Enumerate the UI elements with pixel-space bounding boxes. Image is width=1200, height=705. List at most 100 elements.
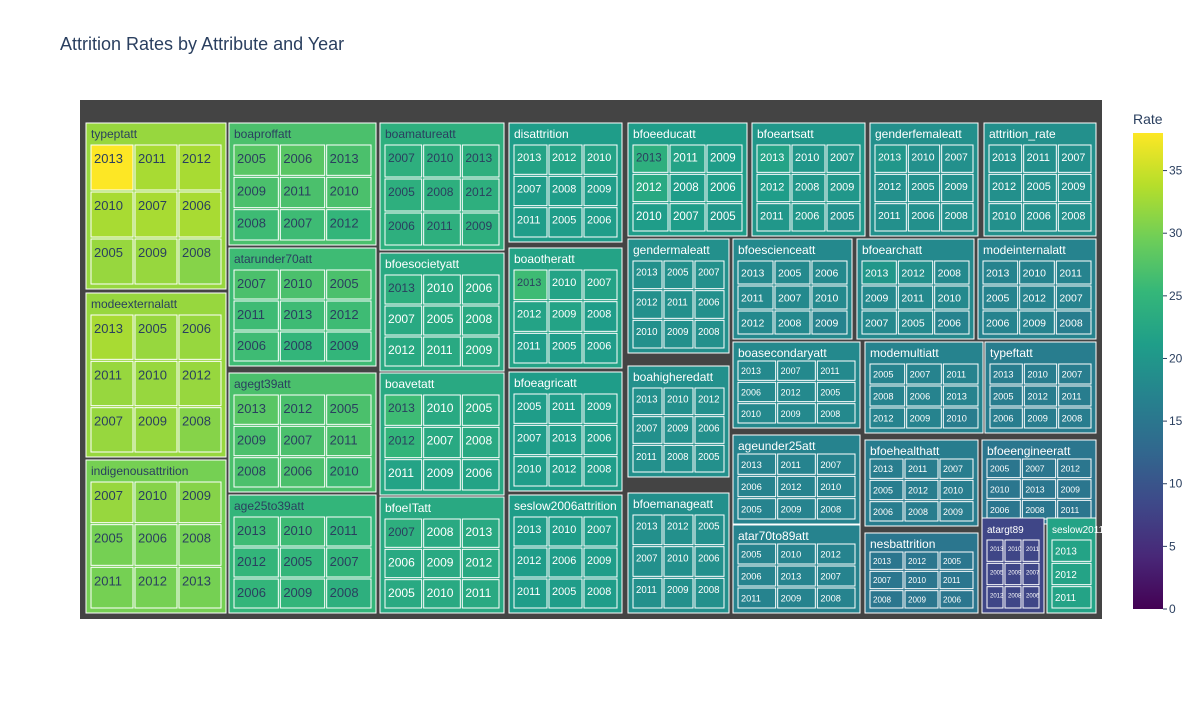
treemap-cell[interactable]	[694, 260, 725, 290]
treemap-cell[interactable]	[1058, 363, 1092, 385]
treemap-cell[interactable]	[233, 457, 279, 488]
treemap-group-boavetatt[interactable]: boavetatt 2013 2010 2005 2012 2007 2008 2011 200…	[379, 372, 505, 496]
treemap-group-bfoeartsatt[interactable]: bfoeartsatt 2013 2010 2007 2012 2008 2009 2011 2…	[751, 122, 866, 237]
treemap-cell[interactable]	[774, 310, 811, 335]
treemap-cell[interactable]	[756, 203, 791, 232]
treemap-cell[interactable]	[934, 285, 970, 310]
treemap-cell[interactable]	[583, 456, 618, 487]
treemap-cell[interactable]	[513, 207, 548, 238]
treemap-cell[interactable]	[777, 587, 816, 609]
treemap-cell[interactable]	[694, 387, 725, 416]
treemap-cell[interactable]	[279, 547, 326, 578]
treemap-group-atarunder70att[interactable]: atarunder70att 2007 2010 2005 2011 2013 2012 20…	[228, 247, 377, 367]
treemap-group-typeftatt[interactable]: typeftatt 2013 2010 2007 2005 2012 2011 2006 200…	[984, 341, 1097, 434]
treemap-cell[interactable]	[816, 587, 856, 609]
treemap-cell[interactable]	[737, 498, 777, 520]
treemap-cell[interactable]	[737, 310, 774, 335]
treemap-cell[interactable]	[583, 269, 618, 301]
treemap-group-genderfemaleatt[interactable]: genderfemaleatt 2013 2010 2007 2012 2005 2009 2…	[869, 122, 979, 237]
treemap-cell[interactable]	[279, 578, 326, 609]
treemap-cell[interactable]	[279, 331, 326, 362]
treemap-cell[interactable]	[548, 393, 583, 424]
treemap-cell[interactable]	[1004, 539, 1022, 562]
treemap-cell[interactable]	[326, 144, 372, 176]
treemap-cell[interactable]	[461, 212, 500, 246]
treemap-cell[interactable]	[134, 238, 178, 285]
treemap-cell[interactable]	[1023, 363, 1058, 385]
treemap-group-boahigheredatt[interactable]: boahigheredatt 2013 2010 2012 2007 2009 2006 20…	[627, 365, 730, 478]
treemap-cell[interactable]	[737, 360, 777, 381]
treemap-cell[interactable]	[986, 586, 1004, 609]
treemap-cell[interactable]	[1023, 385, 1058, 407]
treemap-cell[interactable]	[423, 518, 461, 548]
treemap-cell[interactable]	[134, 407, 178, 453]
treemap-cell[interactable]	[737, 565, 777, 587]
treemap-cell[interactable]	[694, 290, 725, 319]
treemap-cell[interactable]	[906, 363, 942, 385]
treemap-cell[interactable]	[583, 301, 618, 332]
treemap-cell[interactable]	[90, 144, 134, 191]
treemap-cell[interactable]	[134, 144, 178, 191]
treemap-cell[interactable]	[939, 551, 974, 570]
treemap-cell[interactable]	[906, 385, 942, 407]
treemap-cell[interactable]	[756, 144, 791, 173]
treemap-cell[interactable]	[423, 274, 461, 305]
treemap-cell[interactable]	[461, 274, 500, 305]
treemap-cell[interactable]	[326, 209, 372, 241]
treemap-cell[interactable]	[904, 458, 939, 479]
treemap-cell[interactable]	[90, 566, 134, 609]
treemap-cell[interactable]	[279, 425, 326, 457]
treemap-cell[interactable]	[279, 516, 326, 547]
treemap-cell[interactable]	[632, 577, 663, 609]
treemap-cell[interactable]	[461, 144, 500, 178]
treemap-cell[interactable]	[233, 547, 279, 578]
treemap-cell[interactable]	[1058, 407, 1092, 429]
treemap-cell[interactable]	[384, 336, 423, 367]
treemap-cell[interactable]	[988, 144, 1023, 173]
treemap-cell[interactable]	[279, 209, 326, 241]
treemap-cell[interactable]	[384, 144, 423, 178]
treemap-cell[interactable]	[178, 566, 222, 609]
treemap-cell[interactable]	[694, 577, 725, 609]
treemap-cell[interactable]	[791, 173, 826, 203]
treemap-cell[interactable]	[874, 203, 907, 232]
treemap-cell[interactable]	[663, 546, 694, 577]
treemap-cell[interactable]	[233, 269, 279, 300]
treemap-cell[interactable]	[90, 238, 134, 285]
treemap-cell[interactable]	[423, 426, 461, 459]
treemap-cell[interactable]	[897, 310, 934, 335]
treemap-cell[interactable]	[663, 319, 694, 349]
treemap-cell[interactable]	[326, 394, 372, 425]
treemap-group-modeinternalatt[interactable]: modeinternalatt 2013 2010 2011 2005 2012 2007 2…	[977, 238, 1097, 340]
treemap-cell[interactable]	[583, 424, 618, 456]
treemap-cell[interactable]	[861, 310, 897, 335]
treemap-cell[interactable]	[178, 407, 222, 453]
treemap-cell[interactable]	[178, 481, 222, 524]
treemap-cell[interactable]	[513, 424, 548, 456]
treemap-group-boaproffatt[interactable]: boaproffatt 2005 2006 2013 2009 2011 2010 2008 2…	[228, 122, 377, 246]
treemap-cell[interactable]	[934, 260, 970, 285]
treemap-cell[interactable]	[423, 144, 461, 178]
treemap-cell[interactable]	[811, 285, 848, 310]
treemap-cell[interactable]	[663, 387, 694, 416]
treemap-cell[interactable]	[774, 260, 811, 285]
treemap-cell[interactable]	[706, 144, 743, 173]
treemap-cell[interactable]	[706, 173, 743, 203]
treemap-cell[interactable]	[461, 459, 500, 491]
treemap-cell[interactable]	[737, 381, 777, 403]
treemap-cell[interactable]	[989, 385, 1023, 407]
treemap-cell[interactable]	[1019, 285, 1055, 310]
treemap-cell[interactable]	[816, 498, 856, 520]
treemap-cell[interactable]	[583, 393, 618, 424]
treemap-group-nesbattrition[interactable]: nesbattrition 2013 2012 2005 2007 2010 2011 200…	[864, 532, 979, 614]
treemap-cell[interactable]	[982, 310, 1019, 335]
treemap-group-seslow2011attrition[interactable]: seslow2011attrition 2013 2012 2011	[1046, 517, 1137, 614]
treemap-group-typeptatt[interactable]: typeptatt 2013 2011 2012 2010 2007 2006 2005 200…	[85, 122, 227, 290]
treemap-cell[interactable]	[632, 144, 669, 173]
treemap-cell[interactable]	[737, 260, 774, 285]
treemap-cell[interactable]	[737, 587, 777, 609]
treemap-cell[interactable]	[939, 570, 974, 590]
treemap-cell[interactable]	[423, 305, 461, 336]
treemap-group-bfoearchatt[interactable]: bfoearchatt 2013 2012 2008 2009 2011 2010 2007 2…	[856, 238, 975, 340]
treemap-cell[interactable]	[791, 203, 826, 232]
